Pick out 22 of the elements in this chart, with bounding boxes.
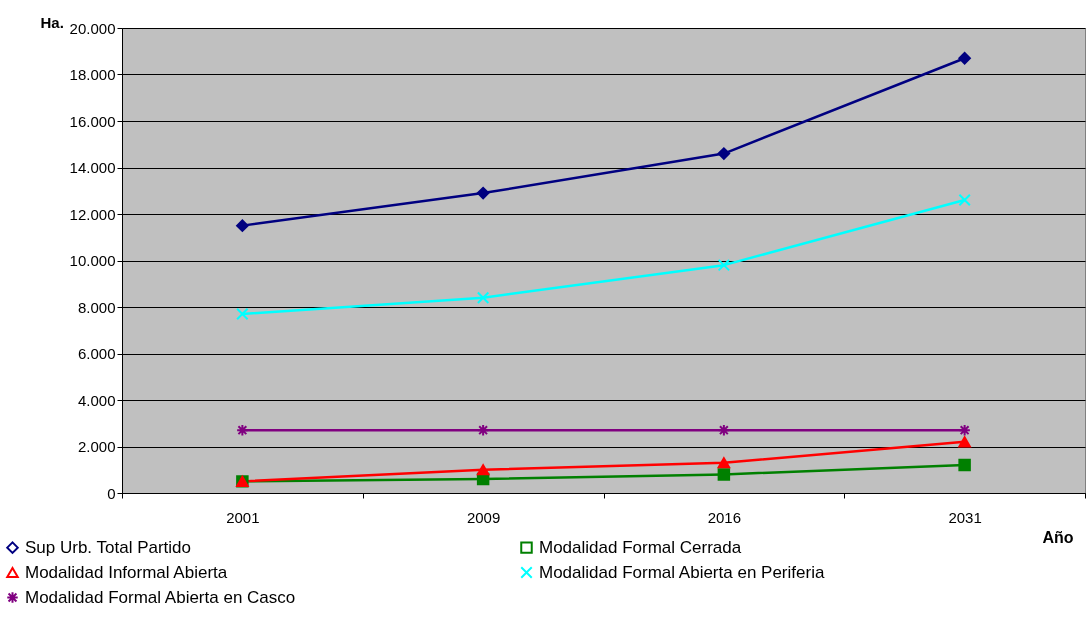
y-tick-label: 8.000 [77,298,116,316]
legend-label: Sup Urb. Total Partido [25,537,191,557]
x-tick-label: 2031 [948,508,982,526]
y-tick-label: 18.000 [69,66,116,83]
y-tick-label: 10.000 [69,252,116,269]
y-tick-label: 2.000 [77,438,116,455]
y-tick-label: 4.000 [77,391,116,409]
y-tick-label: 0 [107,484,116,502]
y-tick-label: 6.000 [77,345,116,362]
x-axis-title: Año [1042,528,1074,546]
legend-label: Modalidad Formal Abierta en Periferia [539,562,825,582]
y-axis-title: Ha. [40,13,64,31]
legend-label: Modalidad Informal Abierta [25,562,228,582]
x-tick-label: 2001 [226,508,260,526]
x-tick-label: 2016 [707,508,742,526]
y-tick-label: 20.000 [69,19,116,37]
y-tick-label: 16.000 [69,112,116,130]
legend-label: Modalidad Formal Abierta en Casco [25,587,296,607]
y-tick-label: 12.000 [69,205,116,223]
legend-label: Modalidad Formal Cerrada [539,537,742,557]
x-tick-label: 2009 [466,508,501,526]
y-tick-label: 14.000 [69,159,116,176]
